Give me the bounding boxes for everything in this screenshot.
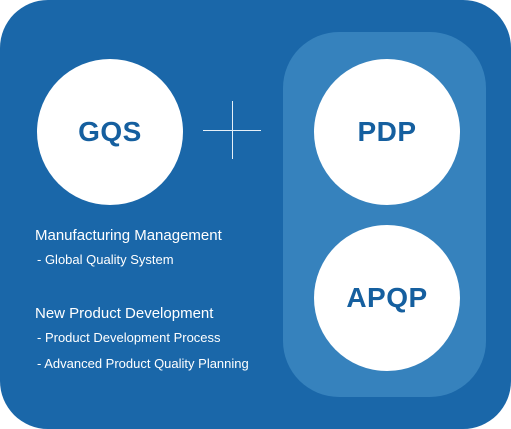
plus-icon <box>203 101 261 159</box>
apqp-circle: APQP <box>314 225 460 371</box>
pdp-label: PDP <box>357 116 417 147</box>
gqs-circle: GQS <box>37 59 183 205</box>
manufacturing-heading: Manufacturing Management <box>35 227 222 244</box>
product-development-item: - Product Development Process <box>37 330 221 345</box>
global-quality-item: - Global Quality System <box>37 252 174 267</box>
advanced-quality-item: - Advanced Product Quality Planning <box>37 356 249 371</box>
apqp-label: APQP <box>346 282 428 313</box>
pdp-circle: PDP <box>314 59 460 205</box>
gqs-label: GQS <box>78 116 142 147</box>
new-product-heading: New Product Development <box>35 305 214 322</box>
